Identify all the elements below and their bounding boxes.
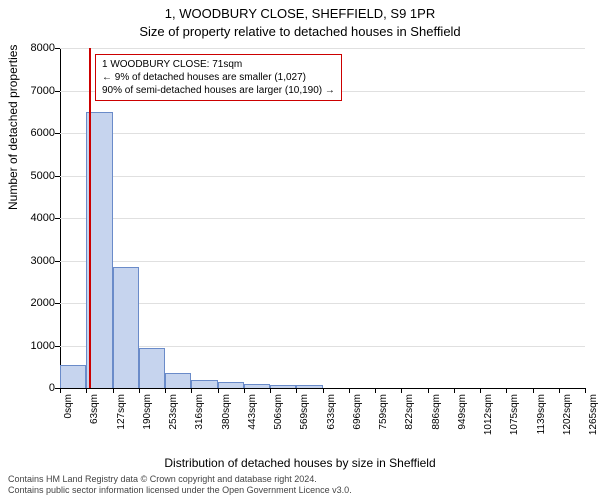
x-tick-label: 886sqm	[431, 394, 442, 430]
histogram-bar	[139, 348, 165, 388]
y-axis-label: Number of detached properties	[6, 45, 20, 210]
x-tick-label: 190sqm	[142, 394, 153, 430]
grid-line	[60, 261, 585, 262]
histogram-bar	[113, 267, 139, 388]
y-tick-mark	[55, 133, 60, 134]
x-tick-label: 1012sqm	[483, 394, 494, 435]
y-tick-mark	[55, 261, 60, 262]
x-tick-mark	[113, 388, 114, 393]
x-tick-label: 759sqm	[378, 394, 389, 430]
x-tick-mark	[60, 388, 61, 393]
x-tick-label: 1075sqm	[509, 394, 520, 435]
x-tick-label: 633sqm	[326, 394, 337, 430]
y-tick-mark	[55, 48, 60, 49]
x-tick-mark	[506, 388, 507, 393]
x-tick-label: 949sqm	[457, 394, 468, 430]
x-tick-mark	[349, 388, 350, 393]
x-tick-label: 63sqm	[89, 394, 100, 424]
y-tick-label: 2000	[31, 297, 55, 309]
annotation-line: 1 WOODBURY CLOSE: 71sqm	[102, 58, 335, 71]
y-tick-mark	[55, 176, 60, 177]
grid-line	[60, 303, 585, 304]
y-tick-mark	[55, 91, 60, 92]
chart-container: 1, WOODBURY CLOSE, SHEFFIELD, S9 1PR Siz…	[0, 0, 600, 500]
grid-line	[60, 133, 585, 134]
x-tick-mark	[296, 388, 297, 393]
x-tick-mark	[559, 388, 560, 393]
histogram-bar	[270, 385, 296, 388]
grid-line	[60, 48, 585, 49]
footer-line1: Contains HM Land Registry data © Crown c…	[8, 474, 592, 485]
x-tick-mark	[86, 388, 87, 393]
x-tick-label: 253sqm	[168, 394, 179, 430]
x-tick-mark	[323, 388, 324, 393]
histogram-bar	[191, 380, 217, 389]
x-tick-label: 569sqm	[299, 394, 310, 430]
x-tick-label: 506sqm	[273, 394, 284, 430]
annotation-box: 1 WOODBURY CLOSE: 71sqm← 9% of detached …	[95, 54, 342, 101]
annotation-line: 90% of semi-detached houses are larger (…	[102, 84, 335, 97]
footer-line2: Contains public sector information licen…	[8, 485, 592, 496]
x-tick-mark	[165, 388, 166, 393]
page-title-line1: 1, WOODBURY CLOSE, SHEFFIELD, S9 1PR	[0, 6, 600, 21]
page-title-line2: Size of property relative to detached ho…	[0, 24, 600, 39]
x-tick-label: 316sqm	[194, 394, 205, 430]
x-axis-label: Distribution of detached houses by size …	[0, 456, 600, 470]
histogram-bar	[60, 365, 86, 388]
x-tick-label: 822sqm	[404, 394, 415, 430]
plot-region: 0100020003000400050006000700080000sqm63s…	[60, 48, 585, 388]
x-tick-label: 127sqm	[116, 394, 127, 430]
x-tick-mark	[401, 388, 402, 393]
grid-line	[60, 346, 585, 347]
y-tick-mark	[55, 218, 60, 219]
x-tick-mark	[480, 388, 481, 393]
x-tick-mark	[139, 388, 140, 393]
x-tick-mark	[585, 388, 586, 393]
grid-line	[60, 176, 585, 177]
footer-attribution: Contains HM Land Registry data © Crown c…	[8, 474, 592, 496]
y-tick-label: 3000	[31, 255, 55, 267]
x-tick-mark	[533, 388, 534, 393]
x-tick-mark	[244, 388, 245, 393]
histogram-bar	[218, 382, 244, 388]
x-tick-mark	[375, 388, 376, 393]
histogram-bar	[244, 384, 270, 388]
y-tick-label: 1000	[31, 340, 55, 352]
x-tick-label: 0sqm	[63, 394, 74, 418]
y-tick-mark	[55, 346, 60, 347]
grid-line	[60, 218, 585, 219]
y-tick-label: 0	[49, 382, 55, 394]
histogram-bar	[165, 373, 191, 388]
x-tick-label: 380sqm	[221, 394, 232, 430]
y-tick-label: 8000	[31, 42, 55, 54]
y-tick-label: 5000	[31, 170, 55, 182]
x-tick-mark	[191, 388, 192, 393]
x-tick-label: 443sqm	[247, 394, 258, 430]
x-tick-label: 1265sqm	[588, 394, 599, 435]
x-tick-mark	[270, 388, 271, 393]
x-tick-mark	[428, 388, 429, 393]
x-tick-mark	[218, 388, 219, 393]
x-tick-label: 1139sqm	[536, 394, 547, 434]
annotation-line: ← 9% of detached houses are smaller (1,0…	[102, 71, 335, 84]
property-marker-line	[89, 48, 91, 388]
x-tick-label: 1202sqm	[562, 394, 573, 435]
y-tick-label: 6000	[31, 127, 55, 139]
y-tick-label: 4000	[31, 212, 55, 224]
histogram-bar	[296, 385, 322, 388]
x-tick-label: 696sqm	[352, 394, 363, 430]
x-tick-mark	[454, 388, 455, 393]
y-tick-mark	[55, 303, 60, 304]
y-tick-label: 7000	[31, 85, 55, 97]
